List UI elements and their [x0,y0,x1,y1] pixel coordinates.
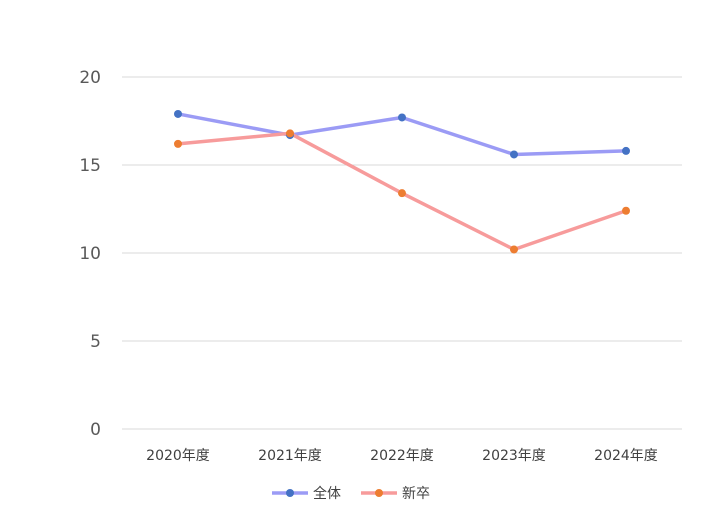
legend-marker-1 [375,489,383,497]
x-tick-label: 2022年度 [370,448,434,464]
y-tick-label: 10 [79,244,101,264]
x-axis-ticks: 2020年度 2021年度 2022年度 2023年度 2024年度 [146,448,658,464]
data-point-1-2 [398,189,406,198]
x-tick-label: 2020年度 [146,448,210,464]
data-point-0-0 [174,109,182,118]
x-tick-label: 2023年度 [482,448,546,464]
data-point-0-4 [622,146,630,155]
data-point-1-1 [286,129,294,138]
legend-marker-0 [286,489,294,497]
data-point-1-3 [510,245,518,254]
data-point-1-4 [622,206,630,215]
x-tick-label: 2021年度 [258,448,322,464]
y-axis-ticks: 0 5 10 15 20 [79,68,101,440]
x-tick-label: 2024年度 [594,448,658,464]
series-layer [174,109,630,254]
data-point-1-0 [174,139,182,148]
legend-label-1: 新卒 [402,486,430,502]
y-tick-label: 15 [79,156,101,176]
y-tick-label: 20 [79,68,101,88]
y-tick-label: 5 [90,332,101,352]
legend: 全体 新卒 [272,485,430,502]
gridlines [122,76,682,430]
data-point-0-3 [510,150,518,159]
data-point-0-2 [398,113,406,122]
y-tick-label: 0 [90,420,101,440]
legend-label-0: 全体 [313,485,341,502]
